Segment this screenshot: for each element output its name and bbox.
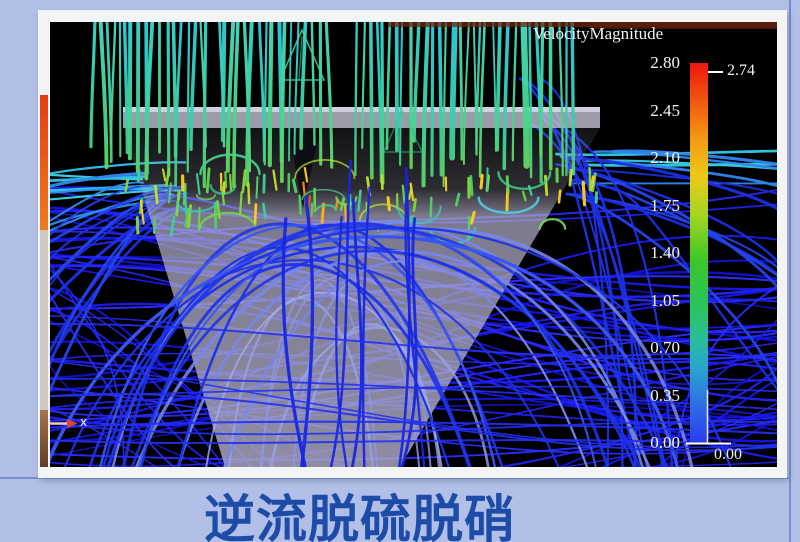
streamline-plot — [50, 22, 777, 467]
cfd-visualization: VelocityMagnitude 2.80 2.45 2.10 1.75 1.… — [50, 22, 777, 467]
x-axis-arrow-head — [67, 419, 78, 428]
inside-vessel-arcs — [205, 275, 490, 467]
photo-edge-artifact-gray — [40, 230, 48, 410]
colorbar — [686, 63, 731, 445]
image-frame: VelocityMagnitude 2.80 2.45 2.10 1.75 1.… — [38, 10, 787, 478]
top-edge-artifact — [388, 22, 777, 27]
wireframe-triangle-icon-2 — [382, 108, 424, 153]
inlet-jets — [89, 22, 576, 189]
impingement-zone — [124, 166, 598, 241]
photo-edge-artifact-brown — [40, 410, 48, 467]
slide-vertical-rule — [789, 0, 791, 542]
axis-indicator — [50, 419, 78, 428]
photo-edge-artifact-red — [40, 95, 48, 230]
wireframe-triangle-edge — [298, 35, 303, 81]
top-edge-artifact-dark — [590, 22, 777, 29]
colorbar-gradient — [690, 63, 708, 443]
descending-streamlines — [50, 159, 777, 467]
slide-horizontal-rule — [0, 477, 789, 479]
caption: 逆流脱硫脱硝 — [203, 491, 516, 542]
wireframe-triangle-icon — [278, 28, 326, 81]
funnel-rim-highlight — [123, 107, 600, 112]
